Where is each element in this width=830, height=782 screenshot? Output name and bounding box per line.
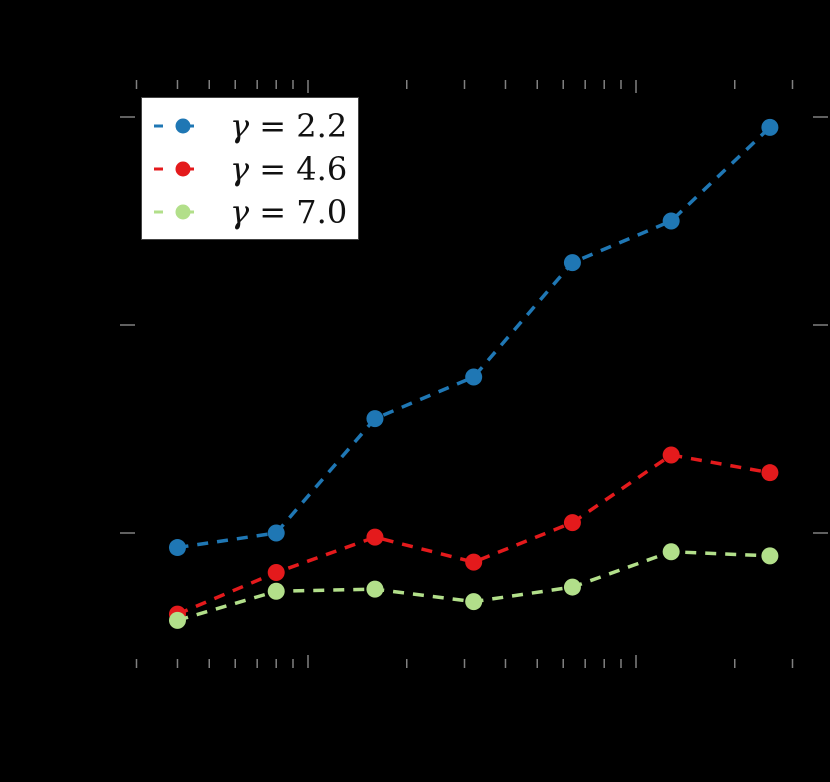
data-point-marker (465, 593, 483, 611)
data-point-marker (267, 524, 285, 542)
data-point-marker (761, 547, 779, 565)
legend-item-gamma-2-2: γ = 2.2 (142, 104, 358, 148)
legend-marker-icon (154, 161, 212, 177)
data-point-marker (563, 514, 581, 532)
data-point-marker (563, 578, 581, 596)
data-point-marker (662, 543, 680, 561)
legend-label: γ = 4.6 (230, 150, 348, 188)
data-point-marker (563, 254, 581, 272)
legend-label: γ = 7.0 (230, 193, 348, 231)
data-point-marker (267, 582, 285, 600)
legend-item-gamma-4-6: γ = 4.6 (142, 147, 358, 191)
data-point-marker (366, 528, 384, 546)
data-point-marker (465, 368, 483, 386)
legend: γ = 2.2 γ = 4.6 γ = 7.0 (141, 97, 359, 240)
data-point-marker (267, 564, 285, 582)
series-gamma-7-0 (168, 543, 779, 629)
series-gamma-2-2 (168, 118, 779, 557)
data-point-marker (662, 446, 680, 464)
legend-item-gamma-7-0: γ = 7.0 (142, 190, 358, 234)
data-point-marker (366, 410, 384, 428)
legend-label: γ = 2.2 (230, 107, 348, 145)
data-point-marker (662, 212, 680, 230)
data-point-marker (761, 464, 779, 482)
axis-ticks (120, 80, 828, 668)
legend-marker-icon (154, 204, 212, 220)
data-point-marker (168, 539, 186, 557)
data-point-marker (366, 580, 384, 598)
legend-marker-icon (154, 118, 212, 134)
data-point-marker (761, 118, 779, 136)
data-series (168, 118, 779, 629)
data-point-marker (168, 611, 186, 629)
data-point-marker (465, 553, 483, 571)
